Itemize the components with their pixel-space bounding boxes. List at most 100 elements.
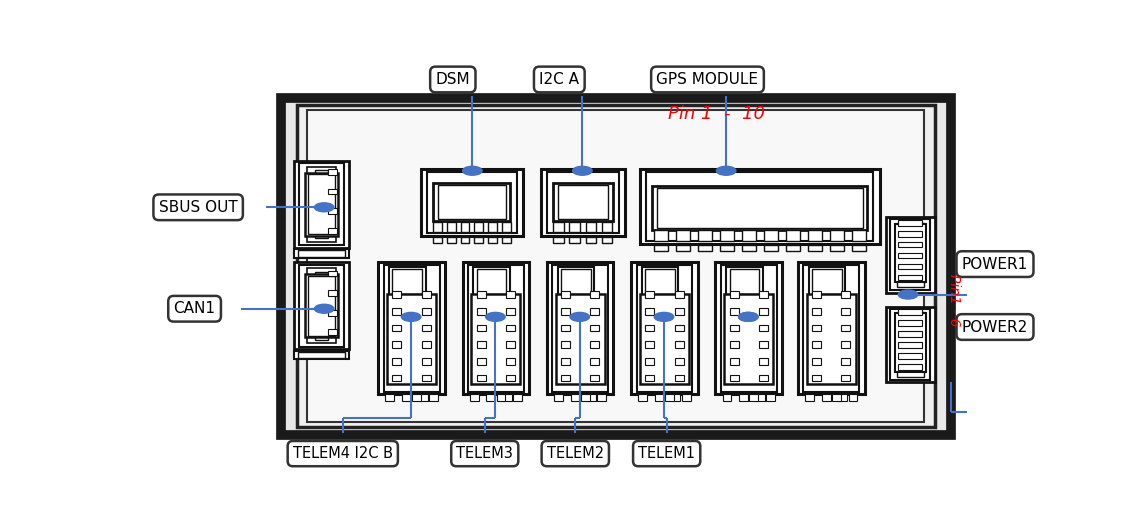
Bar — [488, 237, 497, 243]
Bar — [808, 267, 845, 296]
Text: SBUS OUT: SBUS OUT — [159, 200, 237, 215]
Bar — [812, 341, 821, 348]
Bar — [327, 290, 337, 296]
Bar — [469, 394, 479, 401]
Bar — [842, 358, 851, 365]
Bar — [899, 275, 922, 280]
Bar — [742, 245, 756, 251]
Bar — [729, 291, 739, 298]
Bar — [894, 223, 926, 282]
Bar — [812, 291, 821, 298]
Bar — [640, 294, 689, 384]
Bar — [646, 291, 654, 298]
Circle shape — [570, 313, 590, 321]
Text: Pin 1  -  10: Pin 1 - 10 — [668, 105, 765, 123]
Bar — [561, 358, 570, 365]
Bar — [299, 352, 345, 358]
Bar — [674, 358, 684, 365]
Bar — [842, 375, 851, 382]
Text: I2C A: I2C A — [539, 72, 579, 87]
Bar — [899, 342, 922, 348]
Text: TELEM3: TELEM3 — [457, 446, 513, 461]
Bar — [547, 172, 618, 233]
Bar — [674, 308, 684, 315]
Bar — [740, 394, 748, 401]
Bar — [721, 265, 776, 392]
Bar — [294, 161, 349, 248]
Bar — [766, 394, 775, 401]
Bar — [653, 186, 867, 230]
Bar — [327, 208, 337, 214]
Bar — [294, 249, 349, 258]
Circle shape — [739, 313, 758, 321]
Bar — [591, 325, 599, 331]
Bar — [506, 291, 515, 298]
Bar — [725, 294, 773, 384]
Bar — [393, 358, 402, 365]
Bar — [384, 265, 440, 392]
Bar — [421, 358, 431, 365]
Bar — [598, 394, 607, 401]
Bar — [460, 222, 469, 232]
Bar — [421, 291, 431, 298]
Bar — [807, 245, 822, 251]
Bar — [307, 167, 335, 242]
Bar — [308, 276, 334, 336]
Bar — [327, 270, 337, 276]
Bar — [305, 274, 339, 337]
Bar — [506, 308, 515, 315]
Bar — [555, 294, 605, 384]
Bar — [891, 219, 930, 290]
Bar — [393, 375, 402, 382]
Bar — [307, 268, 335, 343]
Bar — [657, 188, 863, 228]
Bar — [294, 262, 349, 349]
Bar — [852, 230, 866, 240]
Bar — [646, 375, 654, 382]
Text: GPS MODULE: GPS MODULE — [656, 72, 758, 87]
Bar — [591, 375, 599, 382]
Bar — [386, 394, 394, 401]
Bar — [308, 174, 334, 234]
Bar — [447, 237, 456, 243]
Bar — [553, 237, 563, 243]
Bar — [476, 325, 485, 331]
Bar — [716, 262, 782, 394]
Bar — [897, 312, 924, 377]
Bar — [569, 222, 581, 232]
Circle shape — [717, 167, 736, 175]
Bar — [393, 291, 402, 298]
Bar — [697, 245, 712, 251]
Text: Pin1 - 6: Pin1 - 6 — [947, 275, 961, 327]
Bar — [299, 163, 344, 246]
Bar — [798, 262, 864, 394]
Bar — [553, 222, 563, 232]
Bar — [655, 394, 664, 401]
Bar — [756, 394, 765, 401]
Bar — [393, 269, 423, 295]
Bar — [759, 341, 768, 348]
Bar — [463, 262, 529, 394]
Bar — [646, 358, 654, 365]
Bar — [759, 308, 768, 315]
Bar — [299, 265, 344, 347]
Bar — [393, 341, 402, 348]
Bar — [842, 308, 851, 315]
Bar — [506, 325, 515, 331]
Bar — [389, 267, 426, 296]
Bar — [764, 245, 777, 251]
Bar — [674, 375, 684, 382]
Bar — [759, 291, 768, 298]
Bar — [421, 169, 523, 236]
Bar — [899, 331, 922, 337]
Bar — [585, 237, 597, 243]
Text: POWER1: POWER1 — [962, 257, 1028, 271]
Bar — [437, 184, 506, 219]
Bar — [552, 265, 608, 392]
Bar — [281, 97, 950, 435]
Bar — [474, 222, 483, 232]
Bar — [654, 245, 668, 251]
Bar — [502, 222, 511, 232]
Bar — [553, 183, 613, 221]
Bar — [476, 291, 485, 298]
